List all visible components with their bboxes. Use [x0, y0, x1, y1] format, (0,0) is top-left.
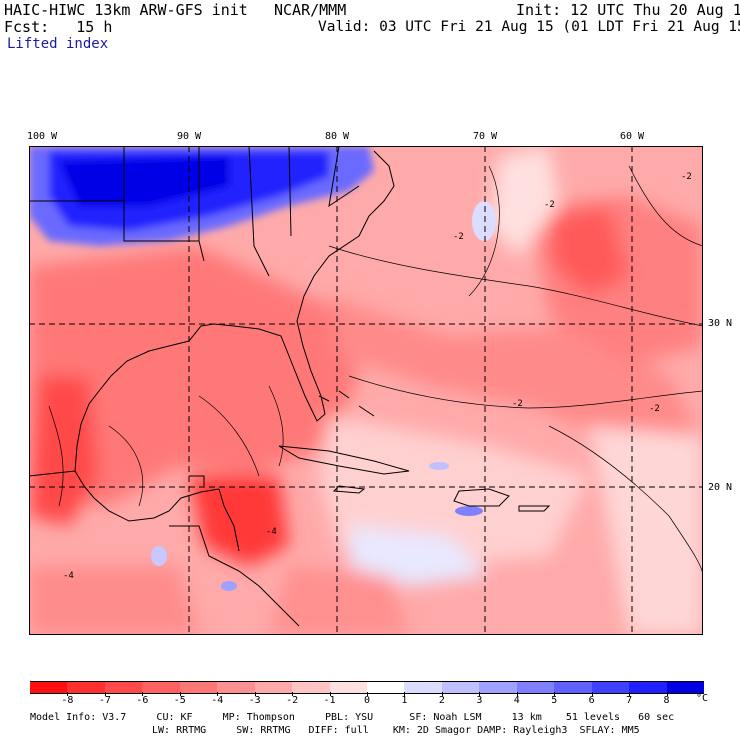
colorbar-label: 6	[588, 695, 595, 706]
model-info-line2: LW: RRTMG SW: RRTMG DIFF: full KM: 2D Sm…	[152, 725, 640, 736]
init-time: Init: 12 UTC Thu 20 Aug 15	[516, 1, 740, 19]
forecast-hour: Fcst: 15 h	[4, 18, 113, 36]
lon-label-70w: 70 W	[472, 131, 498, 142]
colorbar-tick	[254, 692, 256, 696]
contour-label-group: -2 -2 -2 -2 -2 -4 -4	[63, 172, 692, 581]
colorbar-label: -6	[136, 695, 149, 706]
colorbar-swatch	[479, 681, 518, 694]
colorbar-swatch	[292, 681, 331, 694]
colorbar-tick	[142, 692, 144, 696]
colorbar-swatch	[329, 681, 368, 694]
colorbar-unit: °C	[696, 693, 709, 704]
colorbar-label: -5	[173, 695, 186, 706]
lon-label-90w: 90 W	[176, 131, 202, 142]
colorbar-label: 2	[438, 695, 445, 706]
colorbar-swatch	[516, 681, 555, 694]
lat-lon-grid	[29, 146, 703, 635]
colorbar-swatch	[367, 681, 405, 694]
model-info-line1: Model Info: V3.7 CU: KF MP: Thompson PBL…	[30, 712, 675, 723]
colorbar-tick	[516, 692, 518, 696]
lat-label-30n: 30 N	[708, 318, 733, 329]
colorbar-tick	[67, 692, 69, 696]
colorbar-tick	[629, 692, 631, 696]
colorbar-swatch	[554, 681, 593, 694]
colorbar-swatch	[591, 681, 630, 694]
lon-label-60w: 60 W	[619, 131, 645, 142]
contour-label: -4	[266, 527, 277, 537]
lifted-index-map: -2 -2 -2 -2 -2 -4 -4	[29, 146, 703, 635]
colorbar-swatch	[441, 681, 480, 694]
colorbar-tick	[104, 692, 106, 696]
colorbar-label: -8	[61, 695, 74, 706]
colorbar-swatch	[67, 681, 106, 694]
colorbar-label: 7	[626, 695, 633, 706]
colorbar-label: 0	[363, 695, 371, 706]
lon-label-100w: 100 W	[26, 131, 58, 142]
colorbar-tick	[441, 692, 443, 696]
colorbar-swatch	[30, 681, 68, 694]
colorbar-tick	[591, 692, 593, 696]
valid-time: Valid: 03 UTC Fri 21 Aug 15 (01 LDT Fri …	[318, 19, 740, 35]
colorbar-label: -4	[211, 695, 224, 706]
lat-label-20n: 20 N	[708, 482, 733, 493]
colorbar-swatch	[254, 681, 293, 694]
colorbar-tick	[217, 692, 219, 696]
colorbar-tick	[404, 692, 406, 696]
colorbar-tick	[329, 692, 331, 696]
org-label: NCAR/MMM	[274, 1, 347, 19]
colorbar-tick	[179, 692, 181, 696]
contour-lines	[48, 165, 703, 577]
colorbar-swatch	[179, 681, 218, 694]
colorbar-label: 5	[551, 695, 558, 706]
colorbar-label: 4	[513, 695, 520, 706]
colorbar-tick	[666, 692, 668, 696]
field-name: Lifted index	[7, 36, 109, 52]
contour-label: -2	[681, 172, 692, 182]
colorbar-label: -3	[248, 695, 261, 706]
colorbar-label: 3	[476, 695, 483, 706]
shading-layer	[29, 146, 703, 635]
coastlines	[29, 146, 551, 627]
colorbar-swatch	[666, 681, 705, 694]
contour-label: -4	[63, 571, 74, 581]
colorbar-tick	[479, 692, 481, 696]
contour-label: -2	[544, 200, 555, 210]
colorbar-swatch	[142, 681, 181, 694]
colorbar-tick	[554, 692, 556, 696]
colorbar-label: 1	[401, 695, 408, 706]
colorbar-label: -2	[286, 695, 299, 706]
contour-label: -2	[453, 232, 464, 242]
colorbar-label: 8	[663, 695, 670, 706]
lon-label-80w: 80 W	[324, 131, 350, 142]
colorbar-swatch	[404, 681, 443, 694]
colorbar-swatch	[629, 681, 668, 694]
contour-label: -2	[649, 404, 660, 414]
contour-label: -2	[512, 399, 523, 409]
colorbar-label: -1	[323, 695, 336, 706]
model-title: HAIC-HIWC 13km ARW-GFS init	[4, 1, 248, 19]
colorbar-tick	[292, 692, 294, 696]
colorbar-label: -7	[98, 695, 111, 706]
colorbar-swatch	[104, 681, 143, 694]
colorbar-swatch	[217, 681, 256, 694]
colorbar-tick	[367, 692, 368, 696]
